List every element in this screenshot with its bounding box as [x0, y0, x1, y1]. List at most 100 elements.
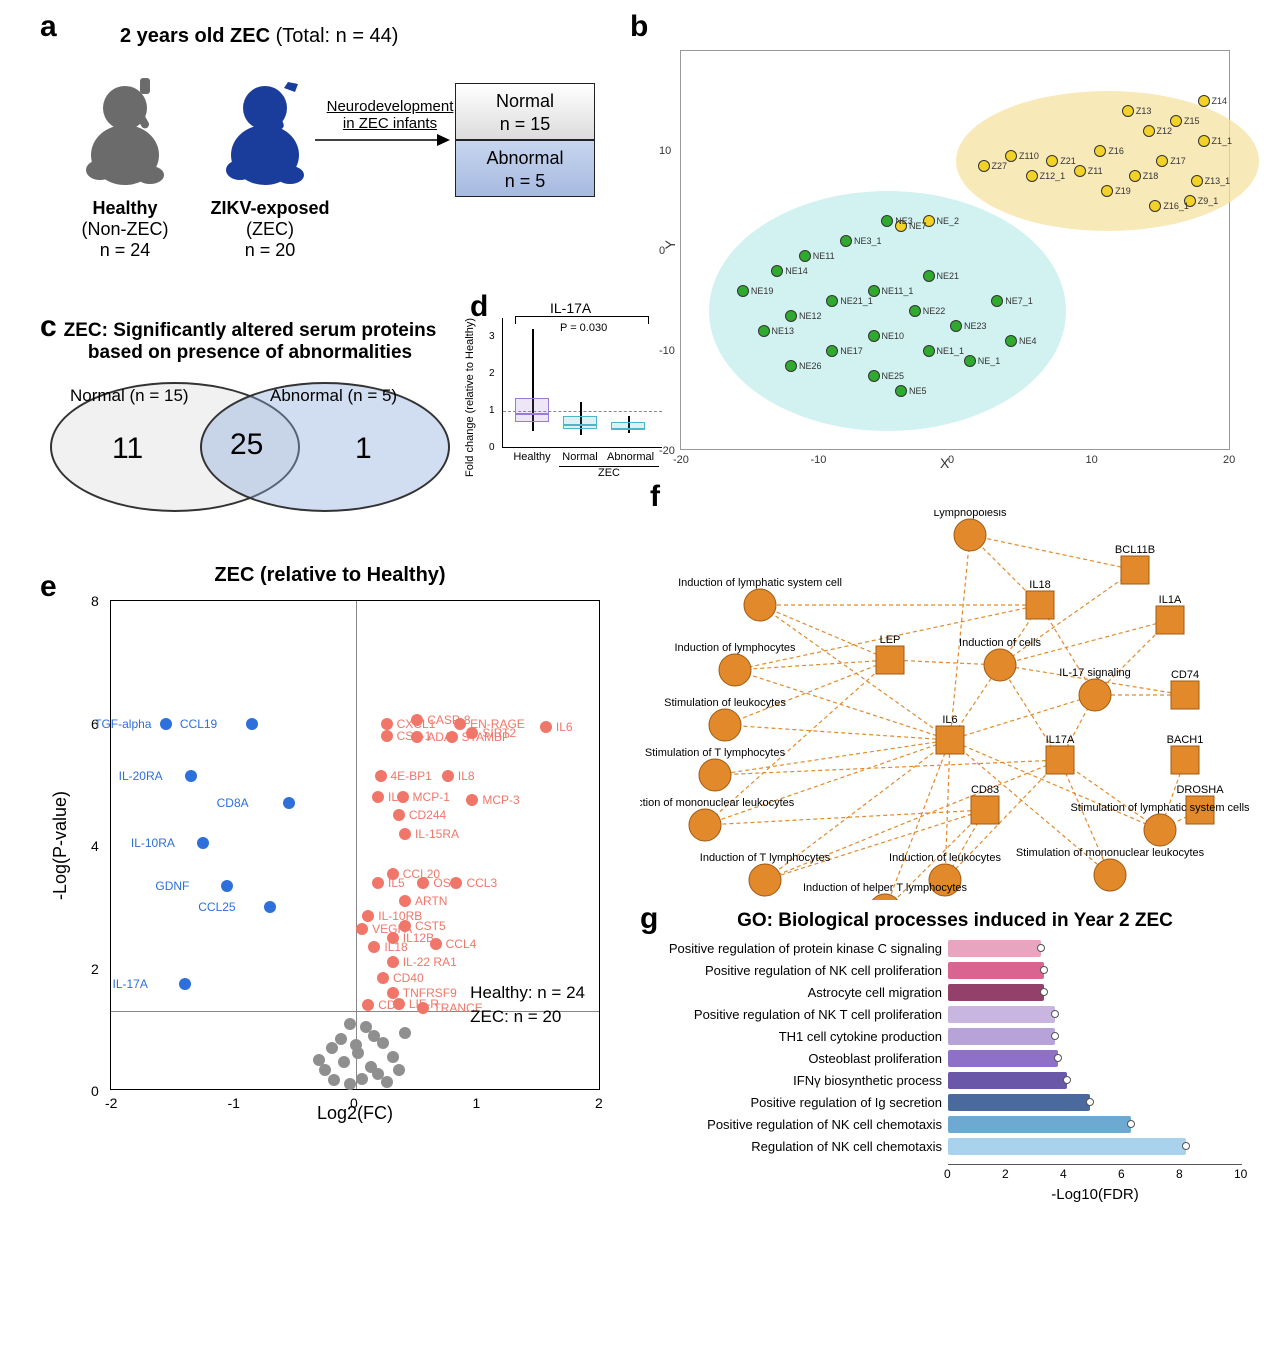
volcano-point: [430, 938, 442, 950]
g-title: GO: Biological processes induced in Year…: [660, 910, 1250, 932]
point-label: Z13: [1136, 106, 1152, 116]
d-ylabel: Fold change (relative to Healthy): [464, 318, 476, 477]
scatter-point: [1198, 95, 1210, 107]
volcano-label: IL18: [384, 940, 407, 954]
network-edge: [890, 660, 1000, 665]
network-diagram: LymphopoiesisInduction of lymphatic syst…: [640, 510, 1250, 900]
volcano-point: [381, 1076, 393, 1088]
volcano-point: [283, 797, 295, 809]
point-label: NE1_1: [937, 346, 965, 356]
volcano-label: IL-17A: [113, 977, 148, 991]
go-category: Positive regulation of NK T cell prolife…: [662, 1007, 942, 1022]
outcome-boxes: Normaln = 15 Abnormaln = 5: [455, 83, 595, 197]
volcano-point: [362, 910, 374, 922]
go-bar: [948, 940, 1041, 957]
zec-baby-icon: [210, 70, 320, 190]
network-node-label: Induction of leukocytes: [889, 852, 1001, 864]
volcano-point: [344, 1018, 356, 1030]
volcano-point: [362, 999, 374, 1011]
point-label: NE11_1: [882, 286, 914, 296]
point-label: Z110: [1019, 151, 1039, 161]
network-node-label: Induction of T lymphocytes: [700, 852, 831, 864]
point-label: Z12_1: [1040, 171, 1066, 181]
network-node-label: Stimulation of lymphatic system cells: [1070, 802, 1250, 814]
scatter-point: [978, 160, 990, 172]
go-bar-chart: Positive regulation of protein kinase C …: [660, 940, 1250, 1200]
panel-c: ZEC: Significantly altered serum protein…: [40, 320, 460, 540]
volcano-label: IL-20RA: [119, 769, 163, 783]
volcano-point: [264, 901, 276, 913]
cluster-ellipse: [709, 191, 1067, 431]
volcano-point: [399, 895, 411, 907]
go-category: TH1 cell cytokine production: [662, 1029, 942, 1044]
network-node-label: CD74: [1171, 669, 1199, 681]
normal-box: Normaln = 15: [455, 83, 595, 140]
point-label: NE12: [799, 311, 822, 321]
volcano-plot: -2-101202468TGF-alphaCCL19IL-20RACD8AIL-…: [110, 600, 600, 1090]
volcano-point: [393, 998, 405, 1010]
volcano-point: [377, 1037, 389, 1049]
volcano-point: [387, 1051, 399, 1063]
volcano-point: [466, 727, 478, 739]
arrow-icon: [315, 130, 450, 150]
volcano-label: IL-22 RA1: [403, 955, 457, 969]
network-node-label: Induction of cells: [959, 637, 1041, 649]
volcano-point: [328, 1074, 340, 1086]
point-label: NE23: [964, 321, 987, 331]
volcano-label: TGF-alpha: [94, 717, 151, 731]
point-label: NE11: [813, 251, 835, 261]
point-label: NE21_1: [840, 296, 873, 306]
volcano-label: IL6: [556, 720, 573, 734]
tsne-plot: -20-1001020-20-10010Z14Z15Z12Z13Z1_1Z13_…: [680, 50, 1230, 450]
healthy-caption: Healthy (Non-ZEC) n = 24: [65, 198, 185, 261]
go-category: Positive regulation of NK cell prolifera…: [662, 963, 942, 978]
network-node: [954, 519, 986, 551]
volcano-point: [417, 1002, 429, 1014]
volcano-point: [179, 978, 191, 990]
go-bar: [948, 1138, 1186, 1155]
scatter-point: [1026, 170, 1038, 182]
volcano-point: [375, 770, 387, 782]
volcano-point: [356, 1073, 368, 1085]
go-row: Positive regulation of NK T cell prolife…: [660, 1006, 1250, 1025]
point-label: NE17: [840, 346, 863, 356]
venn-left-label: Normal (n = 15): [70, 386, 189, 406]
point-label: Z17: [1170, 156, 1186, 166]
scatter-point: [1122, 105, 1134, 117]
network-node-label: IL18: [1029, 579, 1050, 591]
venn-overlap-n: 25: [230, 428, 263, 462]
volcano-point: [399, 920, 411, 932]
zec-caption: ZIKV-exposed (ZEC) n = 20: [200, 198, 340, 261]
network-node-label: Induction of mononuclear leukocytes: [640, 797, 795, 809]
volcano-label: CCL4: [446, 937, 477, 951]
network-node: [709, 709, 741, 741]
network-node-label: Stimulation of T lymphocytes: [645, 747, 786, 759]
go-bar: [948, 1028, 1055, 1045]
network-node-label: CD83: [971, 784, 999, 796]
d-boxplot: 0123HealthyNormalAbnormalZEC: [502, 318, 662, 448]
network-node: [1094, 859, 1126, 891]
scatter-point: [923, 345, 935, 357]
network-node-label: IL6: [942, 714, 957, 726]
point-label: Z9_1: [1198, 196, 1219, 206]
volcano-label: CCL25: [198, 900, 235, 914]
go-bar: [948, 1094, 1090, 1111]
go-category: Positive regulation of Ig secretion: [662, 1095, 942, 1110]
panel-f: LymphopoiesisInduction of lymphatic syst…: [640, 480, 1250, 900]
network-node: [744, 589, 776, 621]
point-label: Z13_1: [1205, 176, 1231, 186]
network-node-label: Induction of helper T lymphocytes: [803, 882, 968, 894]
volcano-label: IL5: [388, 876, 405, 890]
point-label: Z12: [1157, 126, 1173, 136]
network-node-label: Induction of lymphatic system cell: [678, 577, 842, 589]
volcano-point: [442, 770, 454, 782]
box: [515, 398, 549, 422]
point-label: Z18: [1143, 171, 1159, 181]
point-label: NE13: [772, 326, 795, 336]
point-label: NE_1: [978, 356, 1001, 366]
point-label: NE_2: [937, 216, 960, 226]
healthy-baby-icon: [70, 70, 180, 190]
go-row: IFNγ biosynthetic process: [660, 1072, 1250, 1091]
network-node-label: BACH1: [1167, 734, 1204, 746]
volcano-point: [372, 877, 384, 889]
